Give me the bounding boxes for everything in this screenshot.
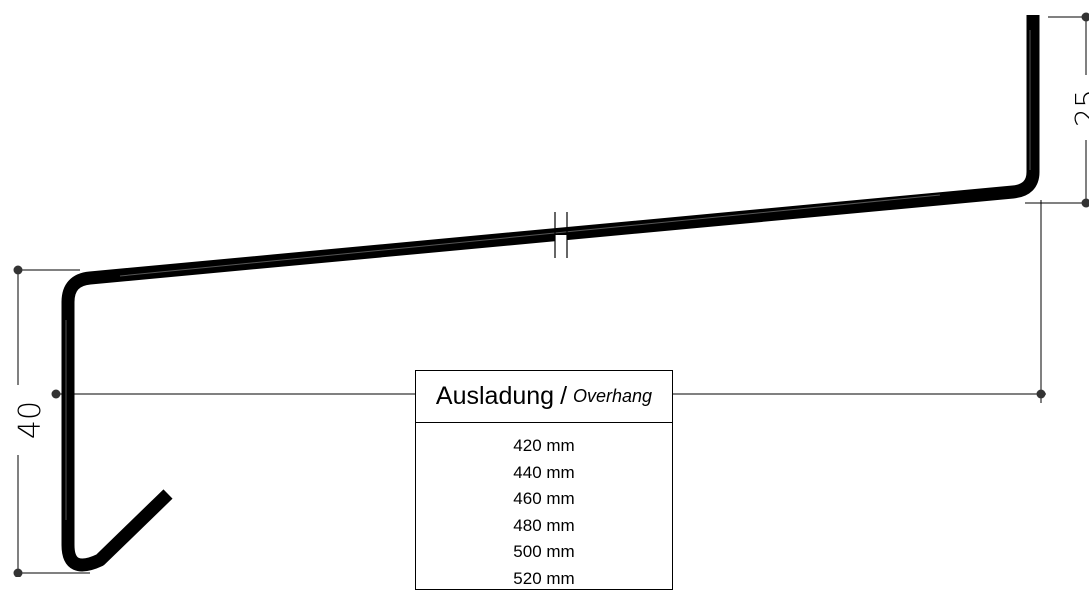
header-sub-label: Overhang	[573, 386, 652, 407]
right-height-dimension-text: 25	[1070, 89, 1089, 127]
dim-dot	[1082, 13, 1089, 22]
dim-dot	[52, 390, 61, 399]
dim-dot	[14, 569, 23, 578]
list-item: 440 mm	[416, 460, 672, 487]
list-item: 520 mm	[416, 566, 672, 592]
list-item: 420 mm	[416, 433, 672, 460]
list-item: 500 mm	[416, 539, 672, 566]
overhang-table-header: Ausladung / Overhang	[416, 371, 672, 423]
header-separator: /	[560, 382, 567, 411]
left-height-dimension-text: 40	[13, 401, 48, 439]
dim-dot	[1082, 199, 1089, 208]
dim-dot	[14, 266, 23, 275]
overhang-values-list: 420 mm 440 mm 460 mm 480 mm 500 mm 520 m…	[416, 423, 672, 592]
overhang-table: Ausladung / Overhang 420 mm 440 mm 460 m…	[415, 370, 673, 590]
header-main-label: Ausladung	[436, 382, 554, 411]
dim-dot	[1037, 390, 1046, 399]
list-item: 460 mm	[416, 486, 672, 513]
list-item: 480 mm	[416, 513, 672, 540]
break-gap	[555, 235, 567, 265]
